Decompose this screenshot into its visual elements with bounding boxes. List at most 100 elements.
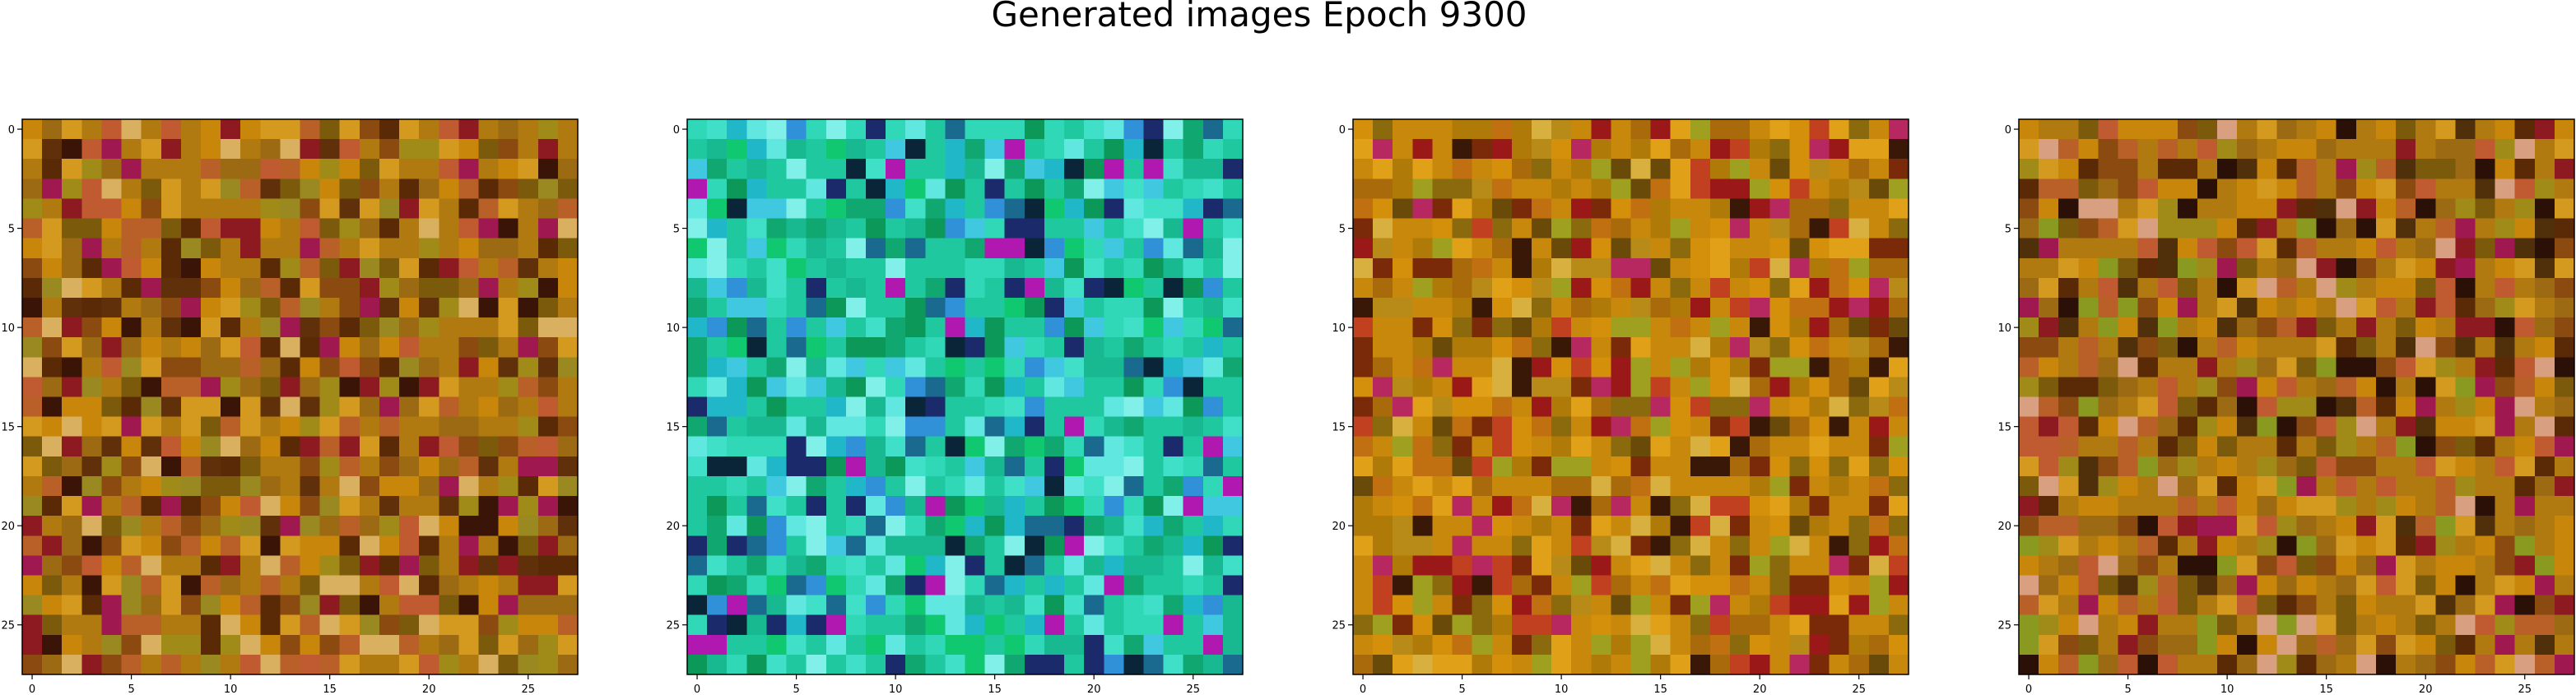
pixel xyxy=(766,396,788,418)
pixel xyxy=(1551,595,1572,616)
pixel xyxy=(240,516,261,536)
pixel xyxy=(557,238,579,259)
pixel xyxy=(2039,377,2059,398)
pixel xyxy=(1432,119,1453,140)
pixel xyxy=(359,535,380,556)
pixel xyxy=(2257,416,2277,438)
pixel xyxy=(1769,654,1790,675)
pixel xyxy=(537,357,559,378)
pixel xyxy=(1353,535,1374,556)
pixel xyxy=(1868,139,1890,160)
pixel xyxy=(2416,416,2436,438)
pixel xyxy=(260,634,281,656)
pixel xyxy=(1730,416,1751,438)
pixel xyxy=(766,516,788,536)
pixel xyxy=(2237,198,2257,220)
pixel xyxy=(786,575,807,596)
pixel xyxy=(498,198,519,220)
pixel xyxy=(1472,257,1493,279)
pixel xyxy=(2554,317,2575,338)
pixel xyxy=(2396,475,2416,497)
pixel xyxy=(1064,357,1085,378)
pixel xyxy=(2257,614,2277,636)
pixel xyxy=(2039,277,2059,299)
pixel xyxy=(2157,475,2178,497)
pixel xyxy=(2019,218,2039,239)
pixel xyxy=(2019,396,2039,418)
pixel xyxy=(537,178,559,200)
y-tick-label: 20 xyxy=(1,521,15,533)
pixel xyxy=(1809,496,1830,517)
pixel xyxy=(1104,654,1124,675)
pixel xyxy=(1452,357,1473,378)
pixel xyxy=(359,516,380,536)
pixel xyxy=(1868,595,1890,616)
pixel xyxy=(925,159,946,179)
pixel xyxy=(2276,496,2298,517)
pixel xyxy=(22,198,43,220)
pixel xyxy=(2554,654,2575,675)
pixel xyxy=(1709,535,1731,556)
pixel xyxy=(2078,416,2099,438)
pixel xyxy=(399,257,420,279)
pixel xyxy=(2039,516,2059,536)
pixel xyxy=(280,555,301,577)
pixel xyxy=(280,277,301,299)
pixel xyxy=(458,516,480,536)
pixel xyxy=(766,337,788,358)
pixel xyxy=(2495,416,2516,438)
pixel xyxy=(707,218,728,239)
pixel xyxy=(419,396,439,418)
pixel xyxy=(2058,119,2079,140)
pixel xyxy=(786,456,807,477)
pixel xyxy=(707,257,728,279)
x-tick-label: 15 xyxy=(1653,683,1667,695)
pixel xyxy=(537,277,559,299)
pixel xyxy=(62,475,82,497)
pixel xyxy=(2316,357,2337,378)
pixel xyxy=(1709,198,1731,220)
pixel xyxy=(1491,555,1513,577)
pixel xyxy=(419,535,439,556)
pixel xyxy=(965,496,986,517)
pixel xyxy=(260,178,281,200)
pixel xyxy=(1432,634,1453,656)
pixel xyxy=(419,178,439,200)
pixel xyxy=(280,297,301,318)
pixel xyxy=(200,416,221,438)
pixel xyxy=(2237,119,2257,140)
pixel xyxy=(1511,456,1532,477)
pixel xyxy=(1730,119,1751,140)
pixel xyxy=(1044,337,1065,358)
pixel xyxy=(2177,555,2198,577)
pixel xyxy=(2435,555,2456,577)
pixel xyxy=(1591,555,1611,577)
pixel xyxy=(1750,396,1770,418)
pixel xyxy=(2217,595,2238,616)
pixel xyxy=(1888,159,1909,179)
pixel xyxy=(984,475,1006,497)
pixel xyxy=(2534,218,2555,239)
pixel xyxy=(1393,178,1413,200)
pixel xyxy=(260,238,281,259)
pixel xyxy=(221,119,241,140)
pixel xyxy=(2296,277,2318,299)
pixel xyxy=(2039,238,2059,259)
pixel xyxy=(121,436,142,457)
pixel xyxy=(1630,357,1652,378)
pixel xyxy=(160,595,182,616)
pixel xyxy=(1730,516,1751,536)
pixel xyxy=(518,297,539,318)
pixel xyxy=(707,198,728,220)
pixel xyxy=(1353,277,1374,299)
pixel xyxy=(200,436,221,457)
pixel xyxy=(2495,634,2516,656)
pixel xyxy=(81,475,103,497)
pixel xyxy=(1163,416,1184,438)
pixel xyxy=(2137,337,2159,358)
pixel xyxy=(1143,535,1165,556)
pixel xyxy=(359,634,380,656)
pixel xyxy=(746,634,768,656)
pixel xyxy=(786,654,807,675)
pixel xyxy=(1571,456,1592,477)
